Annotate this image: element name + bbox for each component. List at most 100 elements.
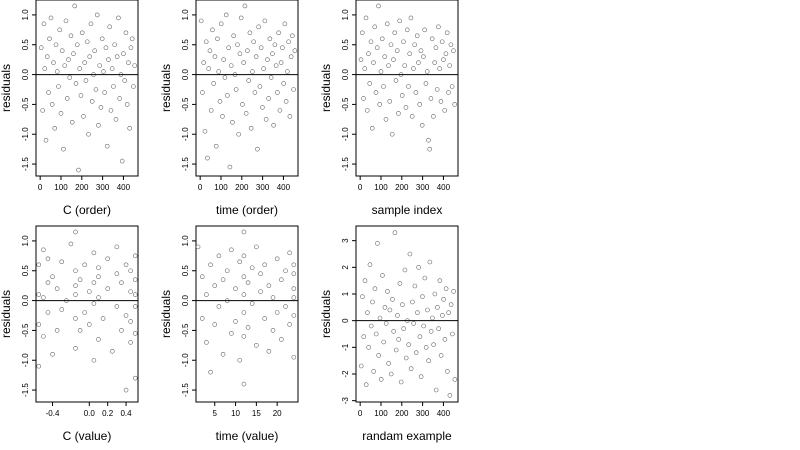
data-point: [201, 60, 206, 65]
data-point: [123, 313, 129, 318]
data-point: [388, 371, 394, 377]
data-point: [51, 60, 56, 65]
data-point: [394, 48, 400, 54]
data-point: [74, 42, 80, 48]
data-point: [93, 87, 99, 92]
data-point: [59, 307, 65, 312]
data-point: [274, 256, 280, 262]
data-point: [237, 259, 243, 265]
data-point: [373, 90, 379, 95]
data-point: [373, 331, 379, 337]
data-point: [66, 57, 71, 62]
data-point: [393, 78, 399, 83]
data-point: [281, 81, 286, 86]
data-point: [61, 146, 66, 152]
data-point: [116, 15, 121, 21]
data-point: [267, 36, 273, 42]
points-group: [195, 229, 297, 387]
x-tick-label: 200: [235, 183, 249, 192]
data-point: [413, 90, 419, 95]
data-point: [417, 334, 423, 339]
data-point: [277, 108, 283, 113]
data-point: [235, 42, 240, 48]
data-point: [84, 39, 90, 45]
data-point: [363, 15, 369, 21]
data-point: [257, 84, 263, 89]
data-point: [52, 125, 58, 131]
y-tick-label: 0.0: [341, 68, 350, 80]
data-point: [431, 342, 436, 347]
data-point: [378, 69, 384, 74]
data-point: [253, 54, 259, 59]
data-point: [386, 63, 391, 68]
x-tick-label: 200: [75, 183, 89, 192]
data-point: [241, 381, 247, 387]
data-point: [419, 122, 425, 128]
data-point: [45, 310, 51, 315]
data-point: [36, 292, 42, 297]
data-point: [254, 343, 259, 348]
data-point: [266, 96, 271, 101]
data-point: [409, 114, 415, 119]
data-point: [59, 259, 65, 265]
data-point: [49, 102, 55, 107]
data-point: [199, 316, 205, 321]
data-point: [114, 271, 120, 277]
data-point: [109, 66, 115, 71]
data-point: [91, 357, 97, 363]
data-point: [369, 125, 375, 131]
data-point: [233, 319, 238, 324]
x-tick-label: 100: [54, 183, 68, 192]
x-tick-label: 400: [437, 409, 451, 418]
data-point: [392, 230, 398, 235]
data-point: [385, 289, 390, 294]
y-tick-label: 1.0: [341, 9, 350, 21]
y-tick-label: 0.0: [181, 294, 190, 306]
data-point: [215, 36, 220, 42]
data-point: [210, 27, 215, 33]
data-point: [204, 340, 209, 345]
data-point: [366, 345, 372, 350]
data-point: [406, 342, 411, 347]
data-point: [371, 60, 376, 65]
x-tick-label: 20: [273, 409, 282, 418]
data-point: [206, 66, 211, 71]
data-point: [377, 102, 383, 107]
data-point: [128, 319, 133, 324]
data-point: [82, 310, 87, 315]
data-point: [236, 131, 241, 137]
data-point: [249, 265, 255, 271]
data-point: [255, 146, 260, 152]
data-point: [73, 229, 78, 235]
data-point: [53, 42, 59, 48]
data-point: [443, 51, 449, 56]
data-point: [109, 348, 115, 354]
data-point: [291, 87, 296, 92]
x-tick-label: 0: [358, 409, 363, 418]
data-point: [283, 99, 289, 104]
data-point: [119, 328, 124, 333]
data-point: [406, 84, 411, 89]
data-point: [436, 326, 441, 331]
data-point: [358, 57, 364, 62]
data-point: [86, 131, 91, 137]
data-point: [291, 354, 297, 360]
data-point: [396, 337, 401, 342]
data-point: [279, 277, 284, 282]
data-point: [436, 24, 441, 30]
data-point: [258, 271, 263, 277]
x-axis-title: C (order): [63, 203, 111, 217]
data-point: [426, 358, 431, 363]
data-point: [291, 313, 297, 318]
data-point: [124, 102, 130, 107]
y-tick-label: -1.0: [341, 127, 350, 141]
data-point: [96, 337, 101, 342]
data-point: [433, 387, 439, 393]
data-point: [428, 96, 434, 101]
data-point: [393, 347, 399, 353]
data-point: [96, 295, 101, 300]
data-point: [132, 375, 138, 381]
data-point: [437, 66, 442, 71]
plot-frame: [195, 0, 299, 177]
